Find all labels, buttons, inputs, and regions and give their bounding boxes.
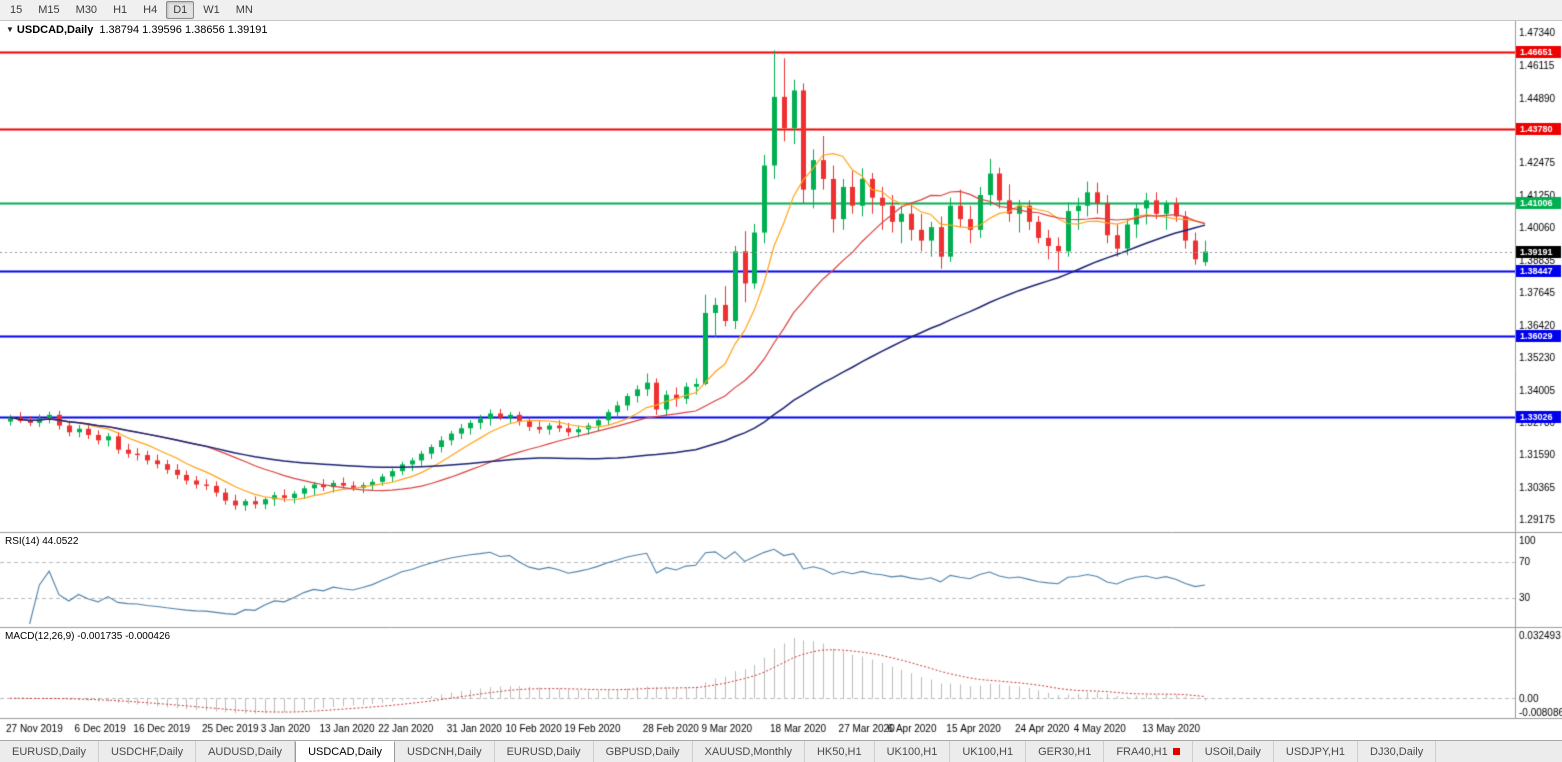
timeframe-h1[interactable]: H1 <box>113 4 128 16</box>
tab-label: HK50,H1 <box>816 745 862 758</box>
tab-label: UK100,H1 <box>962 745 1014 758</box>
tab-usoil-daily[interactable]: USOil,Daily <box>1193 741 1274 762</box>
tab-label: USDCNH,Daily <box>407 745 482 758</box>
tab-hk50-h1[interactable]: HK50,H1 <box>805 741 875 762</box>
tab-usdcad-daily[interactable]: USDCAD,Daily <box>295 741 396 762</box>
timeframe-w1[interactable]: W1 <box>203 4 220 16</box>
tab-label: EURUSD,Daily <box>506 745 581 758</box>
tab-eurusd-daily[interactable]: EURUSD,Daily <box>495 741 594 762</box>
tab-label: GER30,H1 <box>1038 745 1092 758</box>
tab-label: USDJPY,H1 <box>1285 745 1346 758</box>
tab-label: USDCHF,Daily <box>110 745 184 758</box>
tab-label: DJ30,Daily <box>1370 745 1424 758</box>
timeframe-m15[interactable]: M15 <box>38 4 60 16</box>
timeframe-15[interactable]: 15 <box>10 4 23 16</box>
tab-usdjpy-h1[interactable]: USDJPY,H1 <box>1274 741 1359 762</box>
tab-ger30-h1[interactable]: GER30,H1 <box>1026 741 1105 762</box>
timeframe-d1[interactable]: D1 <box>166 1 195 19</box>
tab-uk100-h1[interactable]: UK100,H1 <box>950 741 1027 762</box>
timeframe-mn[interactable]: MN <box>235 4 253 16</box>
tab-label: USDCAD,Daily <box>308 746 383 758</box>
tab-usdcnh-daily[interactable]: USDCNH,Daily <box>395 741 495 762</box>
alert-icon <box>1172 748 1180 755</box>
timeframe-h4[interactable]: H4 <box>143 4 158 16</box>
tab-label: GBPUSD,Daily <box>605 745 680 758</box>
tab-eurusd-daily[interactable]: EURUSD,Daily <box>0 741 99 762</box>
timeframe-m30[interactable]: M30 <box>75 4 98 16</box>
tab-fra40-h1[interactable]: FRA40,H1 <box>1104 741 1193 762</box>
symbol-tab-bar: EURUSD,Daily USDCHF,Daily AUDUSD,Daily USDC… <box>0 740 1562 762</box>
tab-usdchf-daily[interactable]: USDCHF,Daily <box>99 741 197 762</box>
tab-label: UK100,H1 <box>886 745 938 758</box>
timeframe-toolbar: 15 M15 M30 H1 H4 D1 W1 MN <box>0 0 1562 21</box>
tab-audusd-daily[interactable]: AUDUSD,Daily <box>196 741 296 762</box>
tab-label: FRA40,H1 <box>1116 745 1168 758</box>
tab-label: AUDUSD,Daily <box>208 745 283 758</box>
tab-xauusd-monthly[interactable]: XAUUSD,Monthly <box>693 741 805 762</box>
chart-window: ▼ USDCAD,Daily 1.38794 1.39596 1.38656 1.3… <box>0 21 1562 740</box>
tab-dj30-daily[interactable]: DJ30,Daily <box>1358 741 1437 762</box>
tab-label: USOil,Daily <box>1204 745 1261 758</box>
price-chart-canvas[interactable] <box>0 21 1562 740</box>
tab-uk100-h1[interactable]: UK100,H1 <box>875 741 951 762</box>
tab-gbpusd-daily[interactable]: GBPUSD,Daily <box>594 741 693 762</box>
tab-label: XAUUSD,Monthly <box>704 745 792 758</box>
tab-label: EURUSD,Daily <box>12 745 86 758</box>
